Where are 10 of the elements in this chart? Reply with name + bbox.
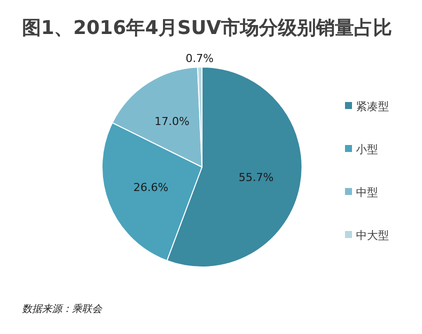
legend-label: 中型 [356, 186, 378, 199]
chart-title: 图1、2016年4月SUV市场分级别销量占比 [22, 17, 392, 39]
data-label: 55.7% [238, 170, 274, 184]
data-label: 17.0% [154, 114, 190, 128]
data-label: 26.6% [133, 181, 168, 194]
legend-label: 中大型 [356, 229, 389, 242]
legend-label: 小型 [356, 143, 378, 156]
data-label: 0.7% [186, 52, 214, 66]
legend-label: 紧凑型 [356, 100, 389, 113]
source-note: 数据来源：乘联会 [22, 303, 103, 315]
